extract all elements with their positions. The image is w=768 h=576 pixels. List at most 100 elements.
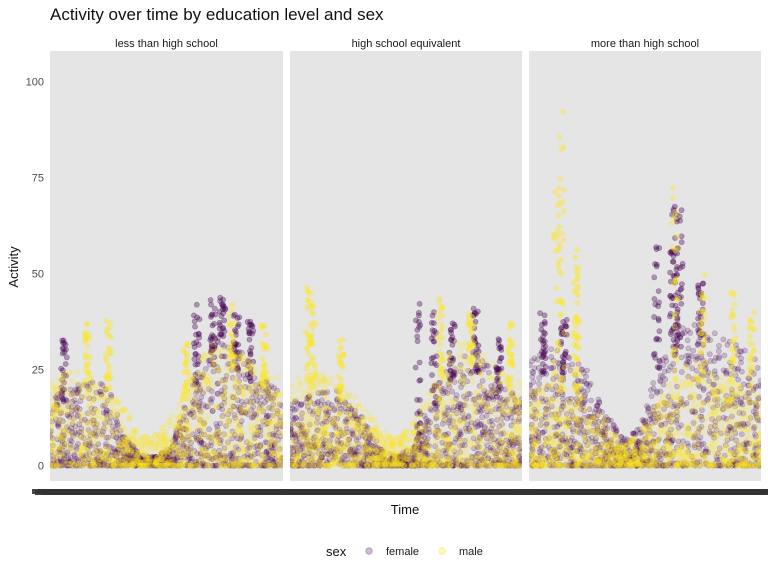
data-point xyxy=(197,437,204,444)
data-point xyxy=(152,462,158,469)
data-point xyxy=(272,432,279,438)
data-point xyxy=(262,462,268,469)
data-point xyxy=(208,431,215,438)
data-point xyxy=(127,452,134,459)
data-point xyxy=(129,451,136,457)
data-point xyxy=(215,430,222,437)
data-point xyxy=(268,441,275,448)
data-point xyxy=(264,462,271,469)
data-point xyxy=(516,443,522,450)
data-point xyxy=(193,462,200,469)
data-point xyxy=(246,374,252,381)
data-point xyxy=(232,455,239,462)
data-point xyxy=(511,395,518,402)
data-point xyxy=(152,462,159,469)
data-point xyxy=(78,433,84,440)
data-point xyxy=(128,459,135,466)
data-point xyxy=(295,461,302,468)
data-point xyxy=(163,449,170,456)
data-point xyxy=(188,457,194,464)
data-point xyxy=(196,374,203,381)
data-point xyxy=(118,445,125,452)
data-point xyxy=(236,462,243,469)
data-point xyxy=(104,397,111,404)
data-point xyxy=(83,441,89,448)
data-point xyxy=(192,361,199,368)
data-point xyxy=(95,412,101,419)
data-point xyxy=(101,455,108,462)
data-point xyxy=(309,310,316,317)
data-point xyxy=(153,462,160,469)
data-point xyxy=(419,407,426,414)
data-point xyxy=(125,457,132,464)
data-point xyxy=(83,451,90,458)
data-point xyxy=(249,389,256,395)
data-point xyxy=(129,449,136,455)
data-point xyxy=(180,416,186,423)
data-point xyxy=(245,462,252,469)
data-point xyxy=(218,402,225,409)
data-point xyxy=(195,341,202,348)
data-point xyxy=(154,460,161,467)
data-point xyxy=(114,421,121,428)
data-point xyxy=(160,457,166,464)
data-point xyxy=(135,456,141,463)
data-point xyxy=(412,364,419,371)
data-point xyxy=(129,443,136,450)
data-point xyxy=(425,447,432,453)
data-point xyxy=(185,433,191,440)
data-point xyxy=(199,460,206,467)
data-point xyxy=(209,353,215,359)
data-point xyxy=(422,423,429,430)
data-point xyxy=(490,361,497,368)
data-point xyxy=(176,432,183,439)
data-point xyxy=(184,462,191,468)
data-point xyxy=(184,462,191,469)
data-point xyxy=(214,427,221,433)
data-point xyxy=(312,321,319,328)
data-point xyxy=(50,395,54,402)
data-point xyxy=(68,404,75,411)
data-point xyxy=(198,439,205,446)
data-point xyxy=(59,447,65,454)
data-point xyxy=(167,460,174,467)
data-point xyxy=(149,453,156,460)
data-point xyxy=(187,402,193,409)
data-point xyxy=(234,435,241,442)
data-point xyxy=(264,345,270,352)
data-point xyxy=(87,443,93,449)
data-point xyxy=(248,462,255,469)
data-point xyxy=(271,440,278,446)
data-point xyxy=(185,436,192,443)
data-point xyxy=(180,436,187,443)
data-point xyxy=(121,434,127,441)
data-point xyxy=(230,455,237,462)
data-point xyxy=(86,462,92,469)
data-point xyxy=(277,431,283,437)
data-point xyxy=(277,433,283,440)
data-point xyxy=(162,462,169,469)
data-point xyxy=(172,435,179,442)
data-point xyxy=(170,439,177,445)
data-point xyxy=(273,418,280,425)
data-point xyxy=(223,423,229,429)
data-point xyxy=(229,457,236,464)
data-point xyxy=(225,313,232,319)
data-point xyxy=(145,461,152,468)
data-point xyxy=(196,398,203,405)
data-point xyxy=(418,413,424,420)
data-point xyxy=(73,390,80,397)
data-point xyxy=(246,462,253,469)
data-point xyxy=(447,381,454,388)
data-point xyxy=(268,438,275,445)
data-point xyxy=(58,426,64,433)
data-point xyxy=(94,448,101,455)
data-point xyxy=(91,406,98,412)
data-point xyxy=(310,355,316,361)
data-point xyxy=(265,412,272,419)
data-point xyxy=(213,459,220,465)
data-point xyxy=(504,456,511,462)
data-point xyxy=(194,314,200,321)
data-point xyxy=(172,434,179,441)
data-point xyxy=(260,460,267,466)
